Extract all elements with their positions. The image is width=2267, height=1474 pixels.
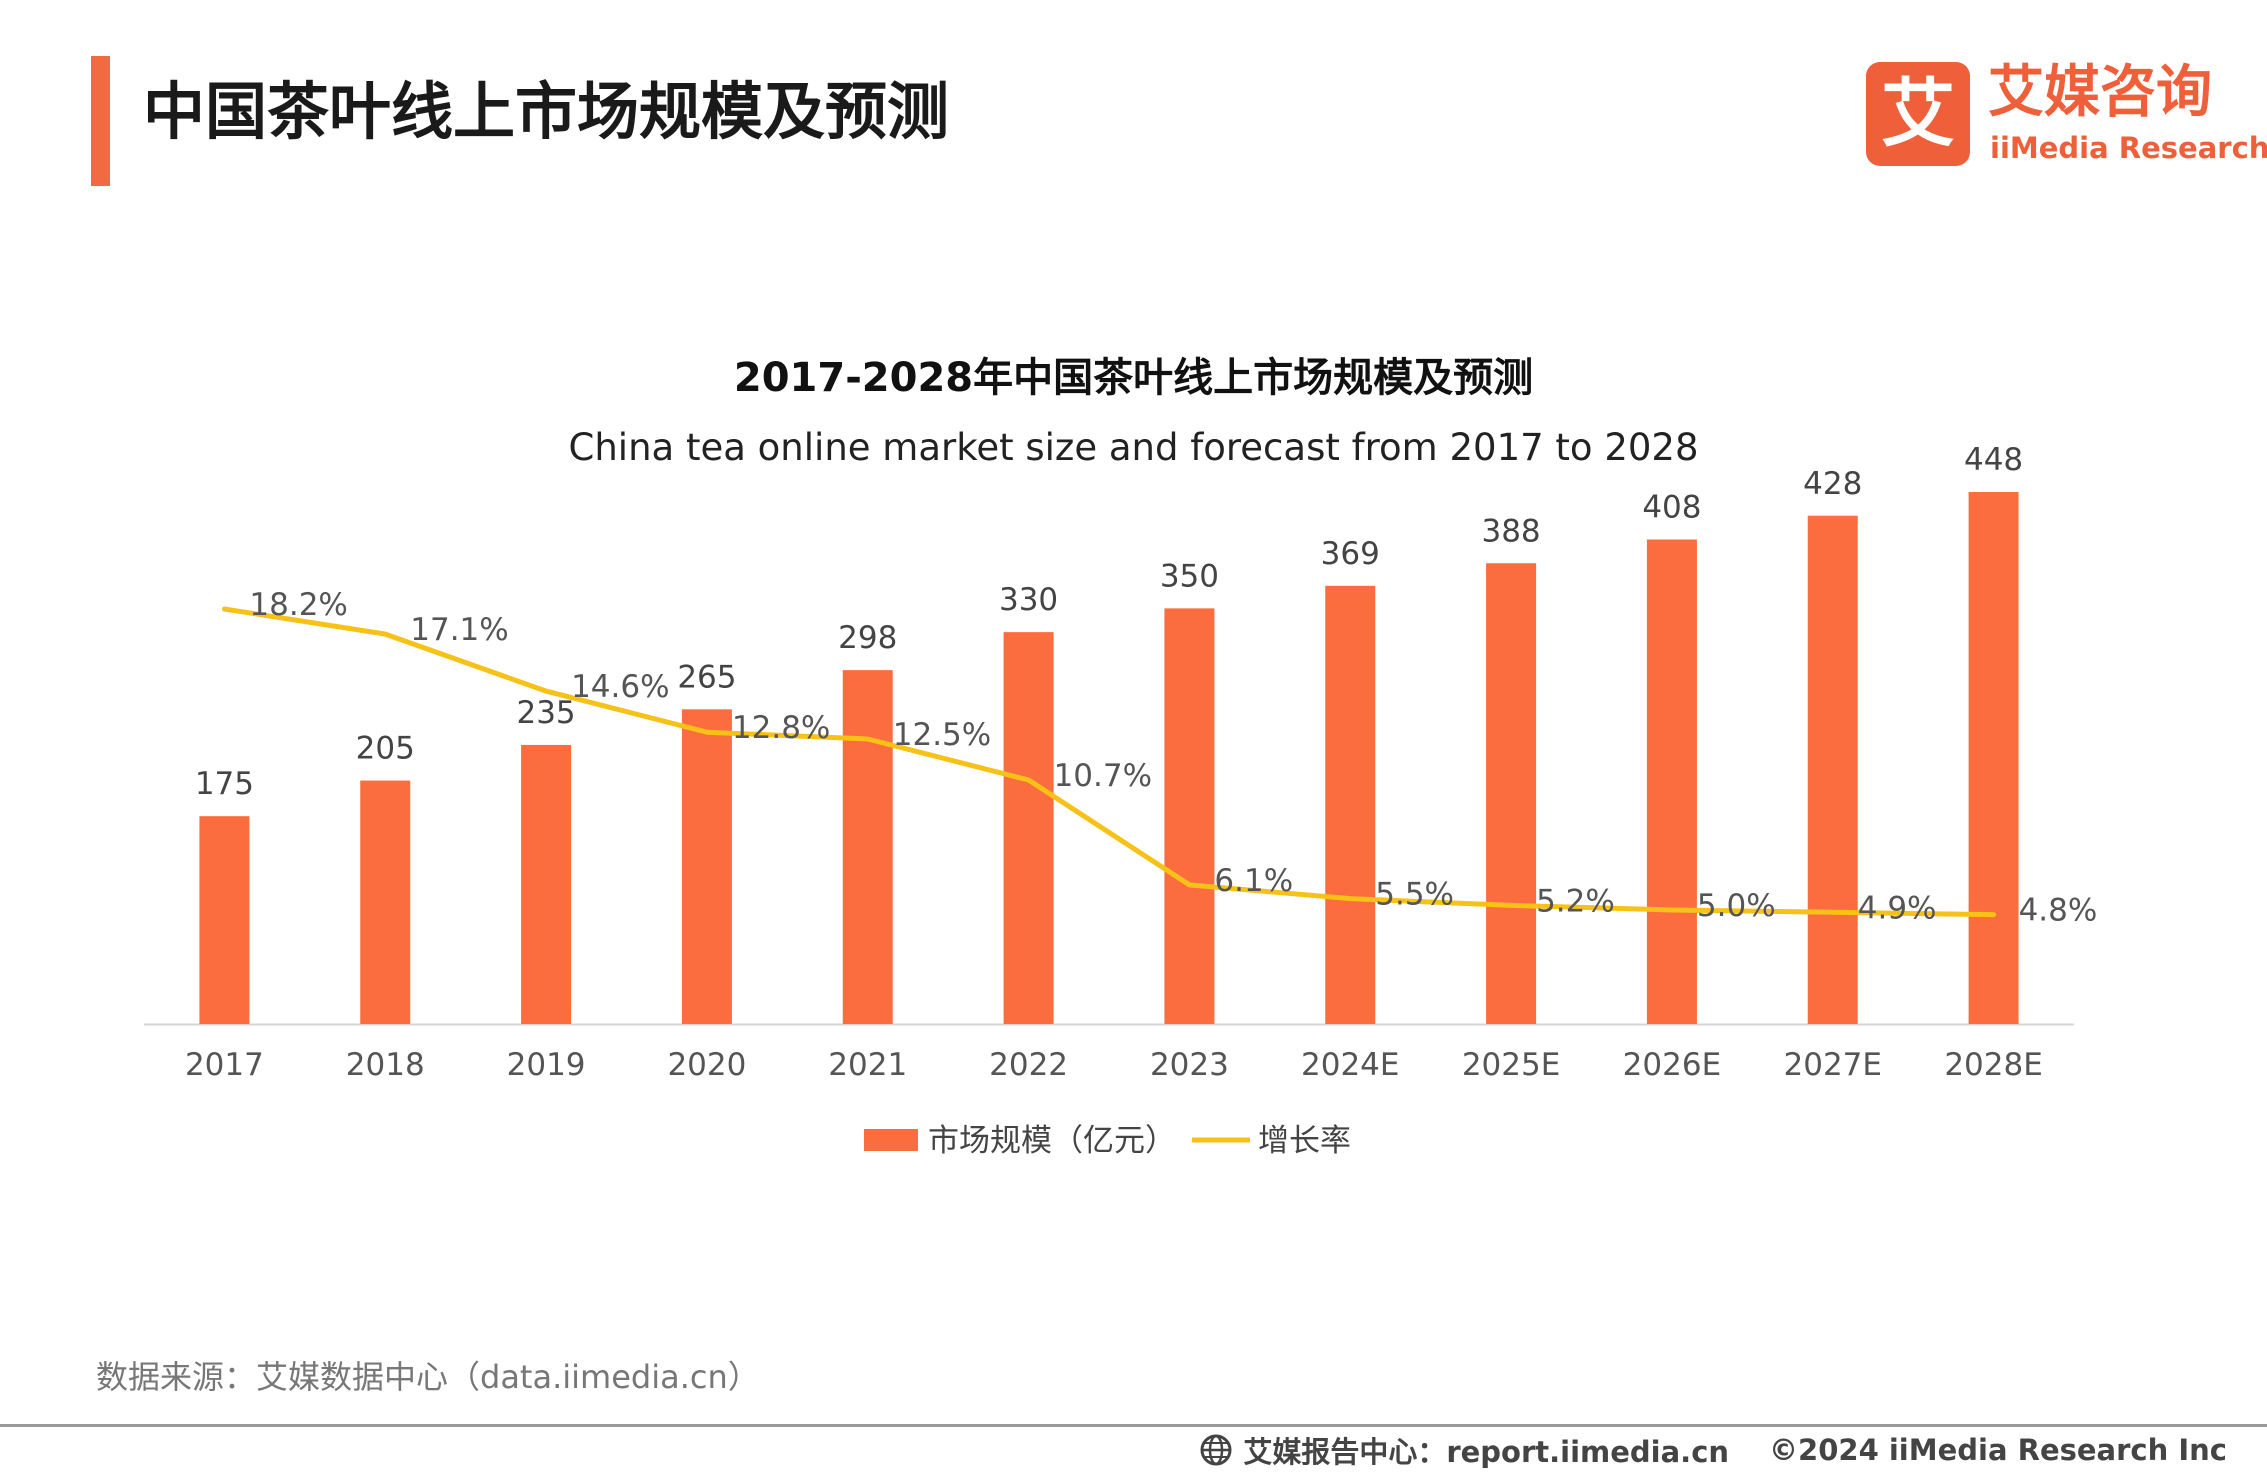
copyright: ©2024 iiMedia Research Inc (1769, 1433, 2227, 1467)
bar-value-label-2026E: 408 (1642, 490, 1701, 526)
title-accent-bar (91, 56, 110, 186)
bar-2017 (199, 816, 250, 1024)
bar-2026E (1646, 539, 1697, 1024)
x-tick-label-2026E: 2026E (1623, 1047, 1721, 1083)
growth-rate-line (221, 606, 1997, 918)
growth-label-2023: 6.1% (1214, 863, 1293, 899)
legend-label-market-size: 市场规模（亿元） (928, 1123, 1176, 1159)
bar-value-label-2028E: 448 (1964, 442, 2023, 478)
logo-english-name: iiMedia Research (1990, 131, 2267, 165)
globe-icon (1200, 1434, 1232, 1466)
growth-label-2024E: 5.5% (1375, 877, 1454, 913)
x-tick-label-2018: 2018 (346, 1047, 425, 1083)
bar-value-label-2022: 330 (999, 582, 1058, 618)
growth-label-2021: 12.5% (893, 717, 991, 753)
bar-value-label-2027E: 428 (1803, 466, 1862, 502)
bar-value-label-2025E: 388 (1481, 513, 1540, 549)
x-tick-label-2021: 2021 (828, 1047, 907, 1083)
bar-2019 (521, 744, 572, 1024)
bar-2023 (1164, 608, 1215, 1024)
x-tick-label-2028E: 2028E (1944, 1047, 2042, 1083)
bar-value-label-2023: 350 (1160, 558, 1219, 594)
bar-value-label-2024E: 369 (1321, 536, 1380, 572)
x-tick-label-2022: 2022 (989, 1047, 1068, 1083)
growth-label-2017: 18.2% (249, 587, 347, 623)
report-center-link[interactable]: 艾媒报告中心：report.iimedia.cn (1243, 1435, 1730, 1469)
chart-title: 2017-2028年中国茶叶线上市场规模及预测 (733, 355, 1534, 401)
bar-value-label-2017: 175 (195, 766, 254, 802)
bar-value-label-2021: 298 (838, 620, 897, 656)
legend-swatch-market-size (864, 1129, 918, 1151)
x-tick-label-2027E: 2027E (1784, 1047, 1882, 1083)
bar-2025E (1486, 563, 1537, 1024)
iimedia-logo: 艾 艾媒咨询 iiMedia Research (1866, 60, 2267, 172)
bar-2018 (360, 780, 411, 1024)
bar-2024E (1325, 585, 1376, 1024)
x-tick-label-2023: 2023 (1150, 1047, 1229, 1083)
bar-2020 (681, 709, 732, 1024)
x-tick-label-2017: 2017 (185, 1047, 264, 1083)
bar-value-label-2018: 205 (356, 731, 415, 767)
growth-label-2025E: 5.2% (1536, 883, 1615, 919)
chart-subtitle: China tea online market size and forecas… (568, 426, 1699, 469)
footer-divider (0, 1424, 2267, 1427)
bar-2027E (1807, 515, 1858, 1024)
growth-label-2027E: 4.9% (1858, 890, 1937, 926)
bar-2021 (842, 670, 893, 1024)
growth-label-2018: 17.1% (410, 612, 508, 648)
x-tick-label-2025E: 2025E (1462, 1047, 1560, 1083)
bar-2022 (1003, 632, 1054, 1024)
growth-label-2028E: 4.8% (2019, 893, 2098, 929)
data-source-note: 数据来源：艾媒数据中心（data.iimedia.cn） (96, 1358, 760, 1396)
growth-label-2019: 14.6% (571, 669, 669, 705)
legend-label-growth-rate: 增长率 (1258, 1123, 1351, 1159)
x-tick-label-2020: 2020 (667, 1047, 746, 1083)
bar-value-label-2019: 235 (516, 695, 575, 731)
bar-2028E (1968, 492, 2019, 1024)
x-tick-label-2019: 2019 (507, 1047, 586, 1083)
page-title: 中国茶叶线上市场规模及预测 (143, 75, 950, 148)
bar-value-label-2020: 265 (677, 659, 736, 695)
growth-label-2022: 10.7% (1054, 758, 1152, 794)
footer: 艾媒报告中心：report.iimedia.cn ©2024 iiMedia R… (1199, 1426, 2227, 1474)
logo-mark: 艾 (1866, 62, 1970, 166)
growth-label-2026E: 5.0% (1697, 888, 1776, 924)
logo-chinese-name: 艾媒咨询 (1988, 60, 2212, 125)
growth-label-2020: 12.8% (732, 710, 830, 746)
x-tick-label-2024E: 2024E (1301, 1047, 1399, 1083)
